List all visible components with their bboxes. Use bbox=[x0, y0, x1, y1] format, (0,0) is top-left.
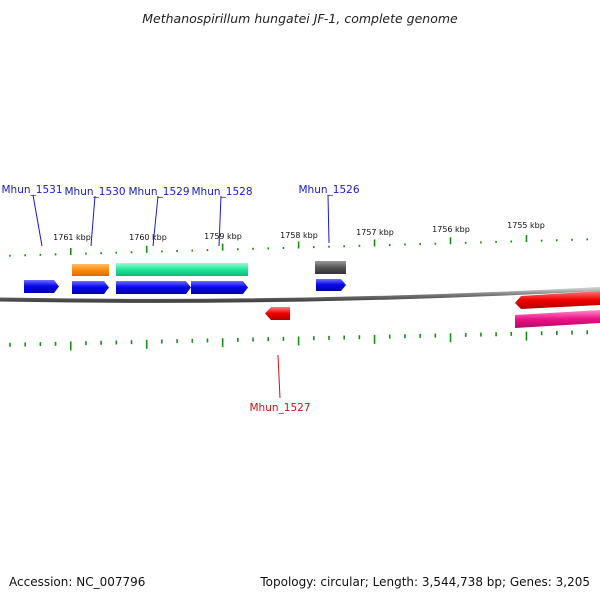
gene-label-mhun-1528[interactable]: Mhun_1528 bbox=[192, 186, 253, 198]
scale-label: 1757 kbp bbox=[356, 228, 394, 237]
scale-label: 1758 kbp bbox=[280, 231, 318, 240]
gene-arrow-mhun-1529[interactable] bbox=[116, 281, 191, 294]
gene-arrow-mhun-1530[interactable] bbox=[72, 281, 109, 294]
leader-line-mhun-1527 bbox=[277, 354, 281, 399]
gene-box-teal-1528[interactable] bbox=[191, 263, 248, 276]
genome-summary-text: Topology: circular; Length: 3,544,738 bp… bbox=[259, 575, 590, 589]
gene-box-gray[interactable] bbox=[315, 261, 346, 274]
gene-label-mhun-1530[interactable]: Mhun_1530 bbox=[65, 186, 126, 198]
leader-line-mhun-1531 bbox=[32, 194, 43, 247]
scale-ticks-outer bbox=[9, 235, 589, 257]
gene-box-magenta-right[interactable] bbox=[515, 310, 600, 328]
scale-label: 1759 kbp bbox=[204, 232, 242, 241]
gene-label-mhun-1531[interactable]: Mhun_1531 bbox=[2, 184, 63, 196]
gene-arrow-mhun-1527[interactable] bbox=[265, 307, 290, 320]
genome-backbone bbox=[0, 287, 600, 303]
leader-line-mhun-1528 bbox=[218, 195, 222, 247]
scale-label: 1756 kbp bbox=[432, 225, 470, 234]
gene-arrow-red-right[interactable] bbox=[515, 291, 600, 309]
leader-line-mhun-1526 bbox=[327, 194, 330, 244]
gene-label-mhun-1529[interactable]: Mhun_1529 bbox=[129, 186, 190, 198]
scale-label: 1760 kbp bbox=[129, 233, 167, 242]
gene-box-orange[interactable] bbox=[72, 264, 109, 276]
leader-line-mhun-1530 bbox=[90, 195, 96, 247]
gene-arrow-mhun-1526[interactable] bbox=[316, 279, 346, 291]
accession-text: Accession: NC_007796 bbox=[9, 575, 145, 589]
gene-label-mhun-1526[interactable]: Mhun_1526 bbox=[299, 184, 360, 196]
scale-label: 1755 kbp bbox=[507, 221, 545, 230]
scale-ticks-inner bbox=[9, 330, 589, 351]
gene-label-mhun-1527[interactable]: Mhun_1527 bbox=[250, 402, 311, 414]
gene-box-teal-1529[interactable] bbox=[116, 263, 191, 276]
leader-line-mhun-1529 bbox=[152, 195, 159, 247]
gene-arrow-mhun-1531[interactable] bbox=[24, 280, 59, 293]
map-title: Methanospirillum hungatei JF-1, complete… bbox=[142, 11, 458, 26]
scale-label: 1761 kbp bbox=[53, 233, 91, 242]
gene-arrow-mhun-1528[interactable] bbox=[191, 281, 248, 294]
